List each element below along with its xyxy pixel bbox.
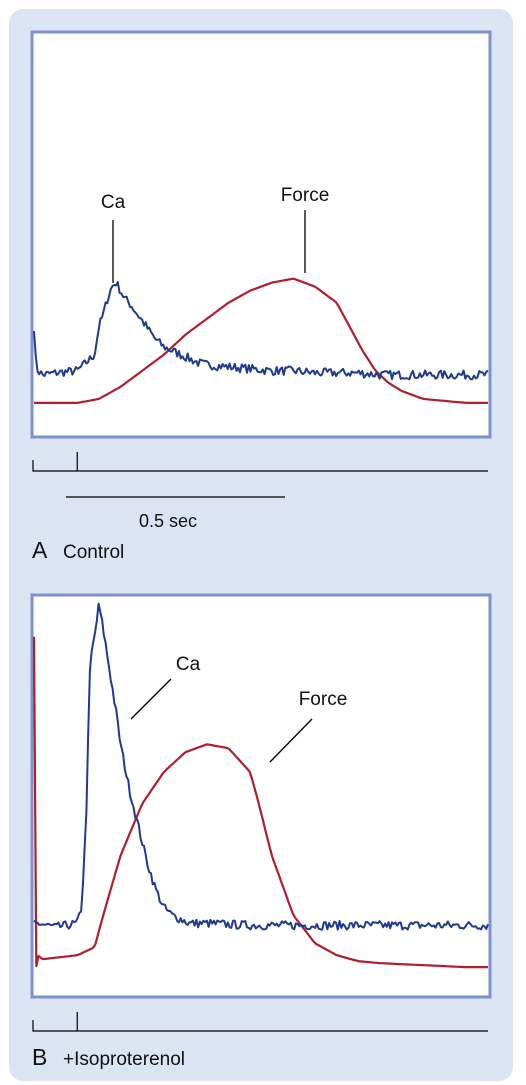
panel-a-letter: A xyxy=(32,537,48,563)
panel-b-force-line xyxy=(32,636,488,969)
panel-b-ca-label: Ca xyxy=(176,654,201,675)
panel-b-title: +Isoproterenol xyxy=(63,1049,185,1070)
panel-a-title: Control xyxy=(63,542,124,563)
panel-b-force-pointer xyxy=(269,718,313,763)
panel-a-force-label: Force xyxy=(281,185,330,206)
panel-a-plot-area xyxy=(30,30,492,439)
panel-b-ca-line xyxy=(33,602,489,931)
panel-b-force-label: Force xyxy=(299,689,348,710)
panel-b-letter: B xyxy=(32,1044,47,1070)
panel-b-plot-area xyxy=(30,593,492,999)
panel-a-ca-line xyxy=(33,281,489,381)
time-scale-label: 0.5 sec xyxy=(139,511,197,531)
panel-a-ca-label: Ca xyxy=(101,192,126,213)
panel-b-ca-pointer xyxy=(130,678,172,720)
panel-b-stimulus-baseline xyxy=(32,1020,488,1032)
panel-a-stimulus-baseline xyxy=(32,460,488,472)
panel-a-force-line xyxy=(34,277,488,404)
